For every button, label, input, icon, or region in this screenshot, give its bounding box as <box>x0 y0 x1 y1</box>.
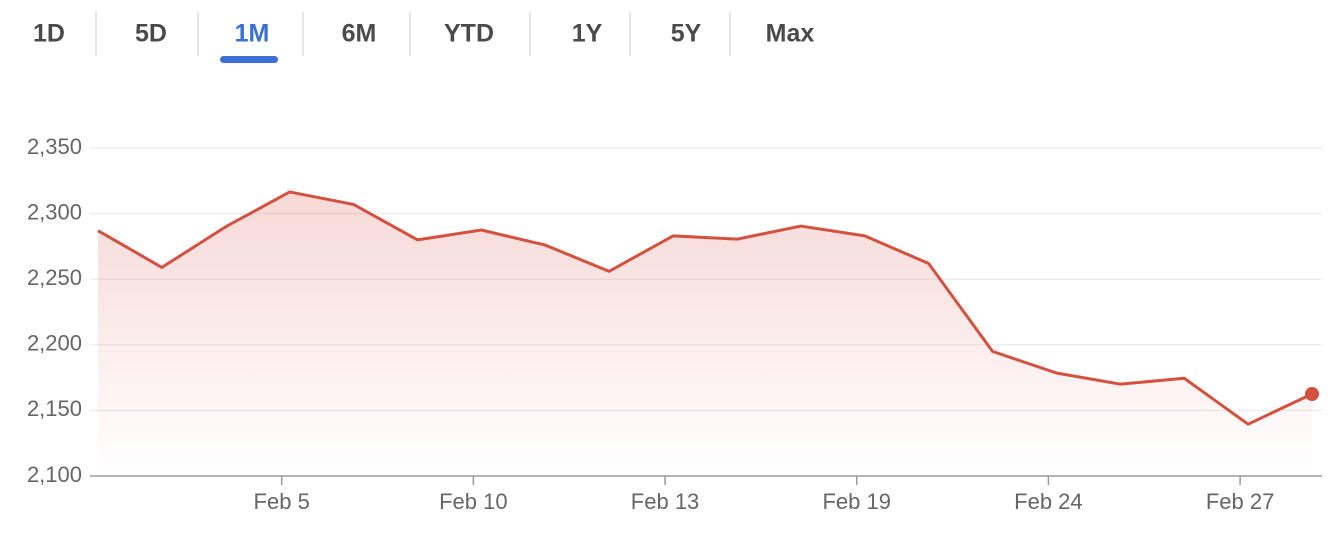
y-tick-label: 2,100 <box>27 462 82 487</box>
area-fill <box>98 191 1312 476</box>
x-tick-label: Feb 13 <box>631 489 700 514</box>
y-tick-label: 2,250 <box>27 265 82 290</box>
y-tick-label: 2,150 <box>27 396 82 421</box>
range-tab[interactable]: 5D <box>135 20 167 48</box>
x-tick-label: Feb 5 <box>254 489 310 514</box>
plot-area: 2,100 2,150 2,200 2,250 2,300 2,350 Feb 5 Feb 1… <box>27 134 1322 514</box>
x-tick-label: Feb 19 <box>822 489 891 514</box>
range-tabs: 1D 5D 1M 6M YTD 1Y 5Y Max <box>33 12 814 63</box>
price-line <box>97 190 1313 426</box>
range-tab[interactable]: 5Y <box>671 20 702 48</box>
x-tick-label: Feb 10 <box>439 489 508 514</box>
range-tab[interactable]: 1D <box>33 20 65 48</box>
y-tick-label: 2,200 <box>27 331 82 356</box>
x-tick-label: Feb 27 <box>1206 489 1275 514</box>
y-tick-label: 2,350 <box>27 134 82 159</box>
range-tab[interactable]: Max <box>766 20 815 48</box>
y-tick-label: 2,300 <box>27 199 82 224</box>
range-tab[interactable]: 6M <box>342 20 377 48</box>
active-tab-indicator <box>220 56 278 63</box>
x-tick-label: Feb 24 <box>1014 489 1083 514</box>
range-tab[interactable]: YTD <box>444 20 494 48</box>
range-tab[interactable]: 1Y <box>572 20 603 48</box>
last-point <box>1305 387 1319 401</box>
range-tab[interactable]: 1M <box>235 20 270 48</box>
